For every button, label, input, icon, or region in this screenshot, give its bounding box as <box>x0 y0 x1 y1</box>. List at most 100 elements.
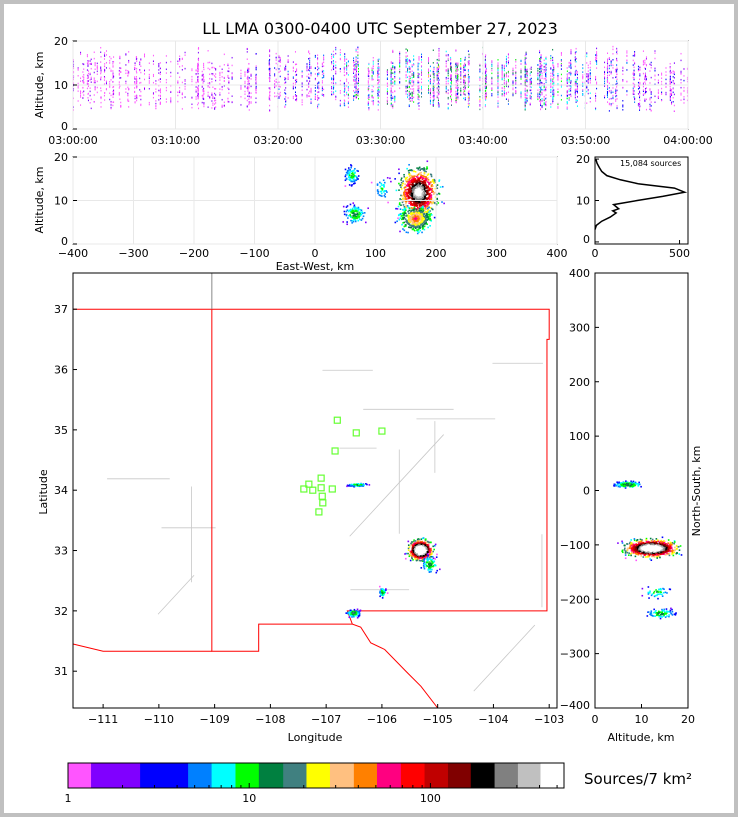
source-point <box>255 52 257 55</box>
source-point <box>596 67 598 69</box>
source-point <box>353 65 355 67</box>
source-point <box>377 58 379 61</box>
source-point <box>460 75 462 77</box>
source-point <box>419 202 421 204</box>
source-point <box>438 88 440 91</box>
source-point <box>140 59 142 61</box>
source-point <box>209 83 211 85</box>
source-point <box>438 179 441 181</box>
source-point <box>672 72 674 75</box>
source-point <box>671 103 673 105</box>
source-point <box>80 91 82 93</box>
source-point <box>501 70 503 73</box>
source-point <box>417 76 419 79</box>
source-point <box>407 71 409 73</box>
source-point <box>407 95 409 98</box>
source-point <box>408 92 410 94</box>
source-point <box>287 78 289 80</box>
source-point <box>456 90 458 92</box>
source-point <box>347 89 349 92</box>
source-point <box>661 87 663 90</box>
source-point <box>503 79 505 82</box>
source-point <box>642 93 644 96</box>
source-point <box>244 80 246 83</box>
source-point <box>432 87 434 90</box>
source-point <box>587 75 589 78</box>
source-point <box>570 64 572 67</box>
source-point <box>181 108 183 110</box>
source-point <box>413 80 415 82</box>
source-point <box>530 68 532 71</box>
source-point <box>394 77 396 79</box>
source-point <box>649 105 651 108</box>
source-point <box>539 96 541 98</box>
source-point <box>368 75 370 77</box>
source-point <box>426 205 428 207</box>
source-point <box>410 177 412 179</box>
source-point <box>654 95 656 98</box>
source-point <box>215 73 217 75</box>
source-point <box>649 103 651 106</box>
source-point <box>269 94 271 96</box>
source-point <box>468 104 470 107</box>
source-point <box>214 100 216 102</box>
source-point <box>429 192 431 195</box>
source-point <box>181 97 183 99</box>
source-point <box>73 67 75 70</box>
source-point <box>503 66 505 68</box>
source-point <box>415 175 418 178</box>
source-point <box>317 73 319 76</box>
source-point <box>529 81 531 84</box>
source-point <box>331 69 333 71</box>
source-point <box>566 101 568 103</box>
source-point <box>491 93 493 95</box>
source-point <box>409 60 411 62</box>
source-point <box>308 81 310 84</box>
source-point <box>408 180 411 183</box>
source-point <box>576 73 578 76</box>
source-point <box>191 97 193 99</box>
source-point <box>413 192 416 194</box>
source-point <box>649 82 651 84</box>
source-point <box>468 102 470 105</box>
source-point <box>595 95 597 97</box>
source-point <box>512 94 514 97</box>
source-point <box>503 77 505 79</box>
source-point <box>248 98 250 100</box>
source-point <box>418 182 421 184</box>
source-point <box>248 77 250 79</box>
source-point <box>318 72 320 74</box>
source-point <box>423 190 425 193</box>
source-point <box>399 52 401 55</box>
source-point <box>87 65 89 67</box>
source-point <box>159 62 161 64</box>
source-point <box>525 70 527 72</box>
source-point <box>155 83 157 85</box>
source-point <box>418 87 420 89</box>
source-point <box>543 77 545 80</box>
source-point <box>135 58 137 60</box>
source-point <box>460 92 462 94</box>
source-point <box>378 101 380 104</box>
source-point <box>616 94 618 97</box>
source-point <box>541 77 543 79</box>
source-point <box>680 72 682 74</box>
source-point <box>269 50 271 53</box>
source-point <box>497 100 499 102</box>
source-point <box>418 73 420 76</box>
source-point <box>526 68 528 71</box>
source-point <box>371 69 373 71</box>
source-point <box>414 170 417 173</box>
source-point <box>545 74 547 77</box>
source-point <box>358 91 360 93</box>
source-point <box>455 68 457 70</box>
source-point <box>450 90 452 92</box>
source-point <box>333 85 335 88</box>
source-point <box>110 79 112 81</box>
source-point <box>616 68 618 71</box>
source-point <box>463 88 465 91</box>
source-point <box>219 94 221 96</box>
source-point <box>408 93 410 96</box>
source-point <box>450 88 452 90</box>
source-point <box>331 61 333 63</box>
